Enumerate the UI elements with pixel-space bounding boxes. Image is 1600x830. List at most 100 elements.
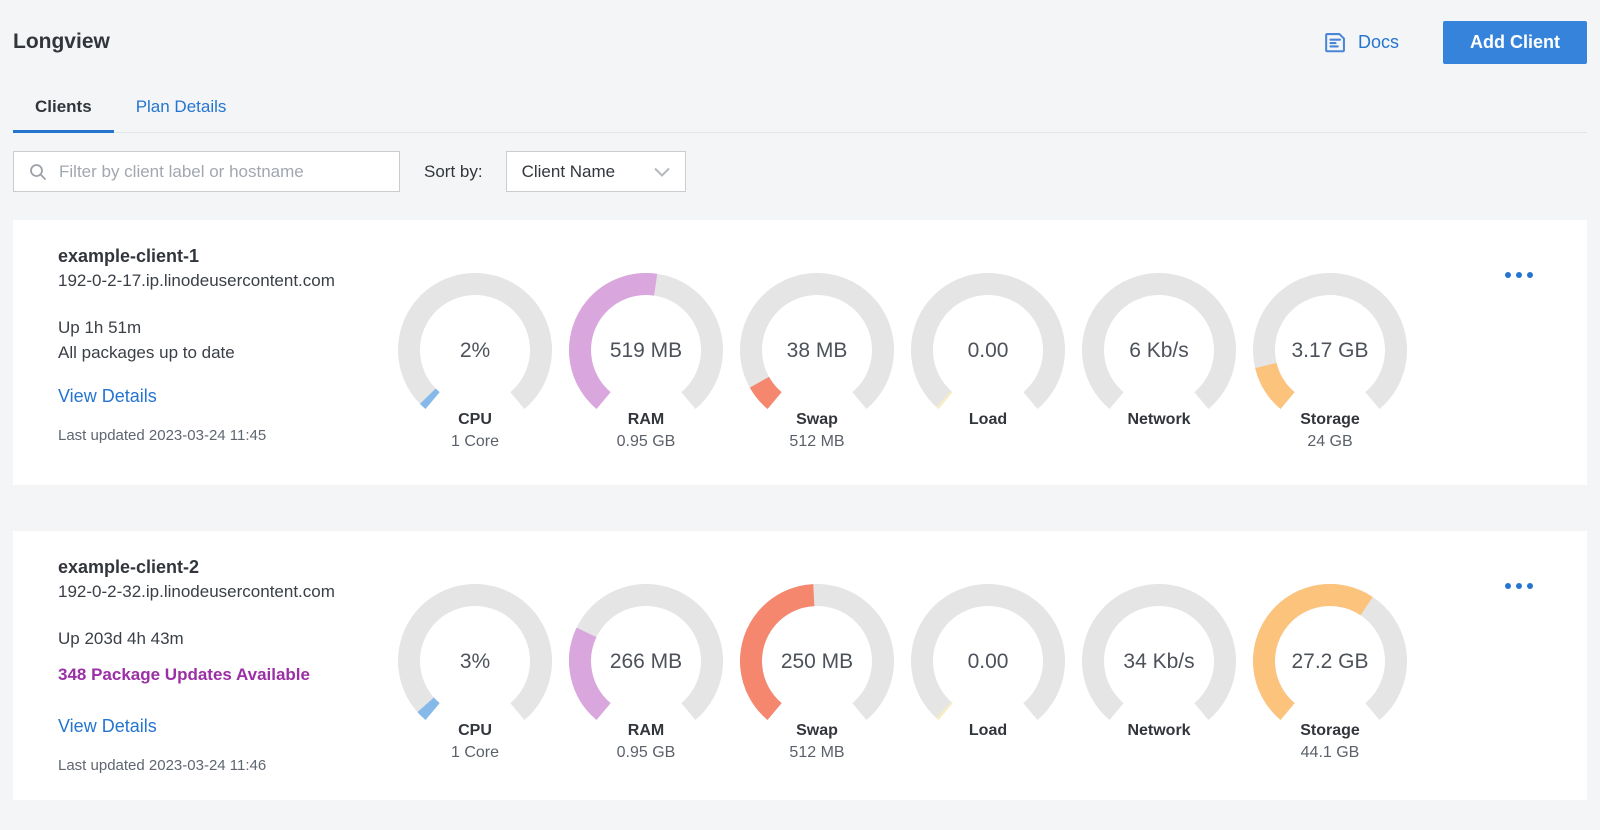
search-input[interactable] xyxy=(59,161,387,182)
gauge-network: 6 Kb/s Network xyxy=(1082,273,1236,459)
gauge-swap: 38 MB Swap 512 MB xyxy=(740,273,894,459)
gauge-value: 250 MB xyxy=(781,650,853,673)
gauge-arc: 6 Kb/s xyxy=(1082,273,1236,427)
gauge-arc: 3% xyxy=(398,584,552,738)
gauge-metric-label: Load xyxy=(968,411,1008,428)
gauge-load: 0.00 Load xyxy=(911,273,1065,459)
gauge-arc: 38 MB xyxy=(740,273,894,427)
add-client-button[interactable]: Add Client xyxy=(1443,20,1587,64)
gauge-ram: 266 MB RAM 0.95 GB xyxy=(569,584,723,774)
client-last-updated: Last updated 2023-03-24 11:45 xyxy=(58,427,267,444)
docs-link-label: Docs xyxy=(1357,31,1399,52)
gauge-capacity-label xyxy=(1082,433,1236,451)
gauge-metric-label: Load xyxy=(968,722,1008,739)
gauge-metric-label: Swap xyxy=(796,411,838,428)
client-hostname: 192-0-2-32.ip.linodeusercontent.com xyxy=(58,582,335,601)
gauge-value: 3% xyxy=(460,650,490,673)
gauge-capacity-label: 44.1 GB xyxy=(1300,744,1360,761)
gauge-metric-label: RAM xyxy=(627,722,665,739)
client-packages-status: All packages up to date xyxy=(58,343,235,362)
gauge-value: 519 MB xyxy=(610,339,682,362)
gauge-metric-label: Network xyxy=(1127,722,1191,739)
clients-list: example-client-1 192-0-2-17.ip.linodeuse… xyxy=(13,220,1587,800)
gauge-capacity-label: 1 Core xyxy=(450,433,500,450)
gauge-value: 6 Kb/s xyxy=(1129,339,1189,362)
gauge-arc: 27.2 GB xyxy=(1253,584,1407,738)
ellipsis-icon xyxy=(1505,583,1511,589)
gauge-row: 2% CPU 1 Core 519 MB RAM 0.95 GB 38 MB S… xyxy=(398,273,1407,459)
tab-clients[interactable]: Clients xyxy=(13,86,114,133)
gauge-arc: 34 Kb/s xyxy=(1082,584,1236,738)
gauge-value: 2% xyxy=(460,339,490,362)
gauge-cpu: 3% CPU 1 Core xyxy=(398,584,552,774)
gauge-value: 0.00 xyxy=(968,650,1009,673)
gauge-value: 27.2 GB xyxy=(1291,650,1368,673)
view-details-link[interactable]: View Details xyxy=(58,386,157,406)
gauge-capacity-label: 512 MB xyxy=(789,744,845,761)
gauge-capacity-label: 0.95 GB xyxy=(616,433,676,450)
sort-select-value: Client Name xyxy=(521,161,616,181)
gauge-arc: 3.17 GB xyxy=(1253,273,1407,427)
page-header: Longview Docs Add Client xyxy=(13,0,1587,64)
gauge-value: 3.17 GB xyxy=(1291,339,1368,362)
client-name: example-client-2 xyxy=(58,557,200,577)
client-hostname: 192-0-2-17.ip.linodeusercontent.com xyxy=(58,271,335,290)
gauge-ram: 519 MB RAM 0.95 GB xyxy=(569,273,723,459)
gauge-metric-label: RAM xyxy=(627,411,665,428)
gauge-network: 34 Kb/s Network xyxy=(1082,584,1236,774)
gauge-metric-label: Storage xyxy=(1300,411,1360,428)
gauge-value: 0.00 xyxy=(968,339,1009,362)
gauge-arc: 0.00 xyxy=(911,584,1065,738)
filter-row: Sort by: Client Name xyxy=(13,151,1587,192)
gauge-capacity-label xyxy=(1082,744,1236,762)
gauge-capacity-label xyxy=(911,433,1065,451)
client-card-info: example-client-1 192-0-2-17.ip.linodeuse… xyxy=(58,246,398,459)
gauge-arc: 2% xyxy=(398,273,552,427)
search-icon xyxy=(29,163,47,181)
client-uptime: Up 1h 51m xyxy=(58,318,142,337)
gauge-storage: 27.2 GB Storage 44.1 GB xyxy=(1253,584,1407,774)
tabs: Clients Plan Details xyxy=(13,86,1587,133)
gauge-metric-label: Storage xyxy=(1300,722,1360,739)
gauge-arc: 250 MB xyxy=(740,584,894,738)
header-actions: Docs Add Client xyxy=(1322,20,1587,64)
gauge-value: 38 MB xyxy=(787,339,848,362)
gauge-arc: 0.00 xyxy=(911,273,1065,427)
client-actions-menu-button[interactable] xyxy=(1501,268,1537,282)
gauge-capacity-label: 24 GB xyxy=(1307,433,1353,450)
gauge-capacity-label: 512 MB xyxy=(789,433,845,450)
gauge-capacity-label: 1 Core xyxy=(450,744,500,761)
gauge-load: 0.00 Load xyxy=(911,584,1065,774)
docs-link[interactable]: Docs xyxy=(1322,29,1399,56)
client-card-info: example-client-2 192-0-2-32.ip.linodeuse… xyxy=(58,557,398,774)
gauge-capacity-label: 0.95 GB xyxy=(616,744,676,761)
client-card: example-client-2 192-0-2-32.ip.linodeuse… xyxy=(13,531,1587,800)
gauge-storage: 3.17 GB Storage 24 GB xyxy=(1253,273,1407,459)
sort-by-label: Sort by: xyxy=(424,161,483,181)
client-uptime: Up 203d 4h 43m xyxy=(58,629,184,648)
gauge-arc: 266 MB xyxy=(569,584,723,738)
gauge-arc: 519 MB xyxy=(569,273,723,427)
page-title: Longview xyxy=(13,30,110,53)
gauge-capacity-label xyxy=(911,744,1065,762)
client-name: example-client-1 xyxy=(58,246,200,266)
client-packages-status: 348 Package Updates Available xyxy=(58,665,310,684)
gauge-cpu: 2% CPU 1 Core xyxy=(398,273,552,459)
client-actions-menu-button[interactable] xyxy=(1501,579,1537,593)
client-card: example-client-1 192-0-2-17.ip.linodeuse… xyxy=(13,220,1587,485)
sort-select[interactable]: Client Name xyxy=(505,151,686,192)
search-box xyxy=(13,151,400,192)
gauge-metric-label: CPU xyxy=(458,411,492,428)
client-last-updated: Last updated 2023-03-24 11:46 xyxy=(58,757,267,774)
gauge-value: 266 MB xyxy=(610,650,682,673)
ellipsis-icon xyxy=(1505,272,1511,278)
gauge-row: 3% CPU 1 Core 266 MB RAM 0.95 GB 250 MB … xyxy=(398,584,1407,774)
gauge-metric-label: CPU xyxy=(458,722,492,739)
tab-plan-details[interactable]: Plan Details xyxy=(135,97,227,116)
docs-icon xyxy=(1322,29,1349,56)
view-details-link[interactable]: View Details xyxy=(58,716,157,736)
gauge-metric-label: Network xyxy=(1127,411,1191,428)
gauge-metric-label: Swap xyxy=(796,722,838,739)
chevron-down-icon xyxy=(653,167,670,177)
